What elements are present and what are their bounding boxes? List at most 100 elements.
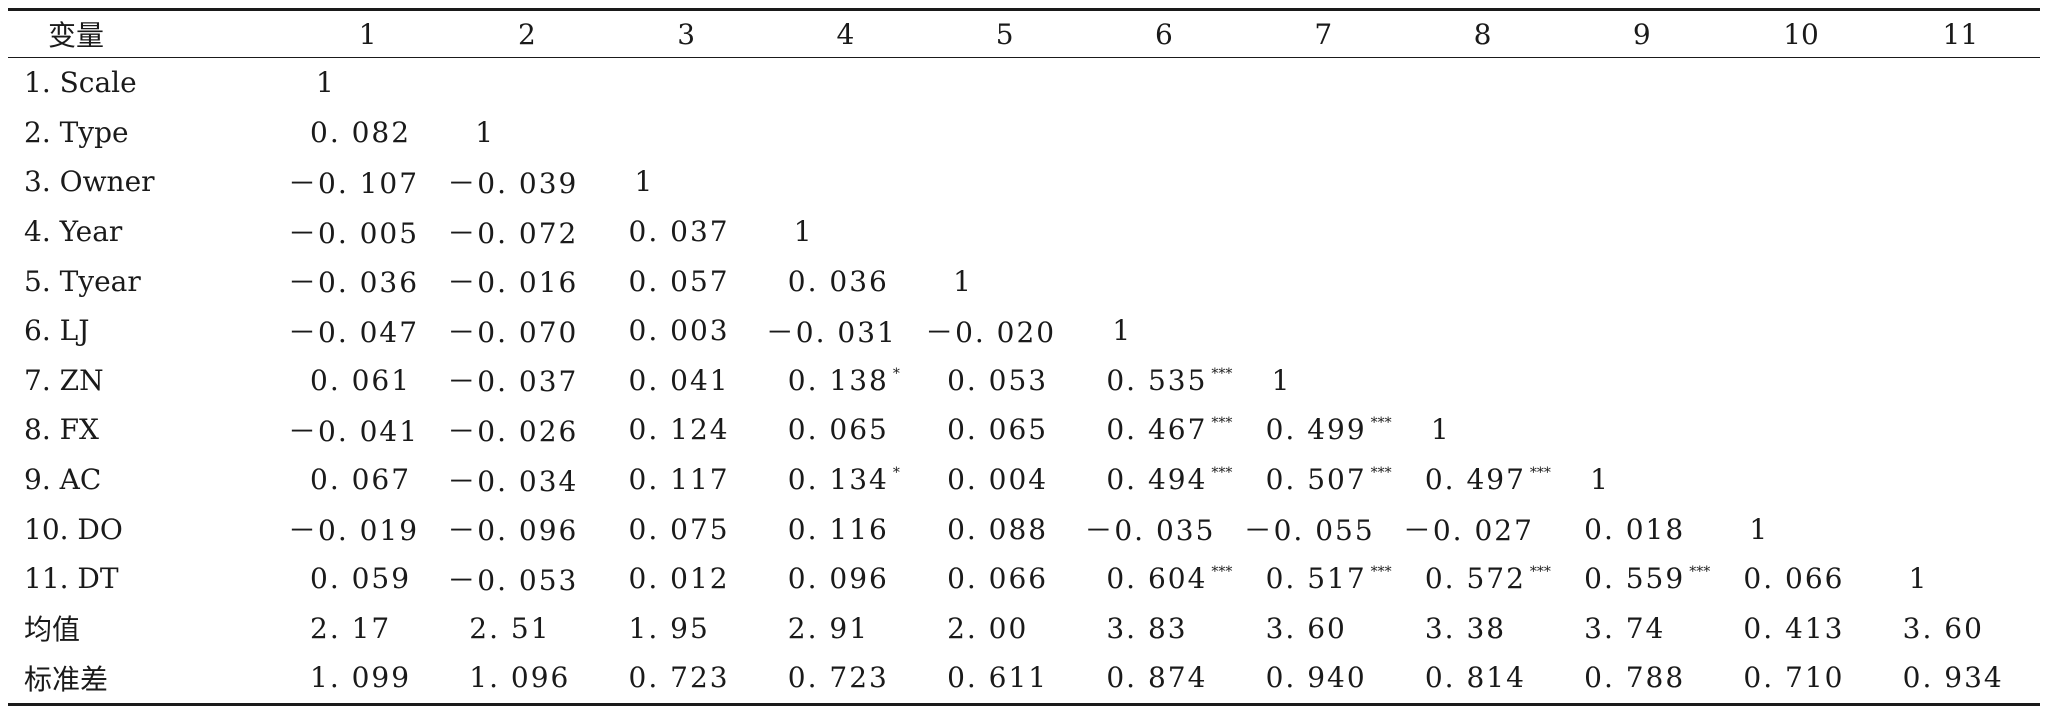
- table-header: 变量 1 2 3 4 5 6 7 8 9 10 11: [8, 10, 2040, 58]
- table-cell: [766, 108, 925, 158]
- cell-value: 0. 940: [1265, 661, 1367, 695]
- table-cell: [1084, 58, 1243, 108]
- cell-value: 1. 096: [469, 661, 571, 695]
- table-cell: －0. 070: [447, 306, 606, 356]
- cell-value: 0. 088: [947, 512, 1049, 546]
- cell-value: 0. 053: [947, 363, 1049, 397]
- row-label: 11. DT: [24, 562, 119, 596]
- table-cell: 0. 117: [607, 455, 766, 505]
- header-col-10: 10: [1783, 17, 1819, 51]
- table-cell: [1403, 256, 1562, 306]
- table-cell: 0. 497 ***: [1403, 455, 1562, 505]
- significance-marker: ***: [1529, 465, 1551, 482]
- table-cell: 1: [447, 108, 606, 158]
- table-cell: 2. 17: [288, 604, 447, 654]
- table-cell: 3. 83: [1084, 604, 1243, 654]
- table-cell: －0. 020: [925, 306, 1084, 356]
- cell-value: 1. 099: [310, 661, 412, 695]
- table-cell: 0. 517 ***: [1244, 554, 1403, 604]
- table-cell: [607, 58, 766, 108]
- table-cell: 0. 003: [607, 306, 766, 356]
- table-cell: 1. 95: [607, 604, 766, 654]
- cell-value: －0. 031: [765, 315, 897, 349]
- table-cell: 2. 00: [925, 604, 1084, 654]
- cell-value: －0. 041: [288, 414, 420, 448]
- table-cell: [1403, 356, 1562, 406]
- table-cell: [1881, 157, 2040, 207]
- cell-value: 1: [316, 66, 336, 100]
- table-cell: [447, 58, 606, 108]
- table-cell: －0. 035: [1084, 504, 1243, 554]
- significance-marker: ***: [1211, 365, 1233, 382]
- table-cell: 1: [1881, 554, 2040, 604]
- table-cell: 0. 467 ***: [1084, 405, 1243, 455]
- cell-value: －0. 020: [925, 315, 1057, 349]
- table-body: 1. Scale 1 2. Type 0. 082 1 3. Owner －0. 107 －0…: [8, 58, 2040, 705]
- cell-value: 0. 138: [787, 363, 889, 397]
- table-cell: 0. 499 ***: [1244, 405, 1403, 455]
- cell-value: 0. 934: [1902, 661, 2004, 695]
- cell-value: 0. 874: [1106, 661, 1208, 695]
- table-cell: 0. 041: [607, 356, 766, 406]
- table-cell: 0. 065: [766, 405, 925, 455]
- table-cell: [1881, 504, 2040, 554]
- table-cell: 0. 066: [1721, 554, 1880, 604]
- table-cell: 0. 067: [288, 455, 447, 505]
- table-cell: －0. 034: [447, 455, 606, 505]
- cell-value: －0. 035: [1084, 514, 1216, 548]
- table-cell: [925, 207, 1084, 257]
- row-label: 8. FX: [24, 413, 99, 447]
- row-label: 3. Owner: [24, 165, 155, 199]
- cell-value: 0. 003: [628, 314, 730, 348]
- table-cell: 1: [925, 256, 1084, 306]
- cell-value: 0. 075: [628, 512, 730, 546]
- significance-marker: ***: [1211, 465, 1233, 482]
- cell-value: 0. 004: [947, 463, 1049, 497]
- row-label: 5. Tyear: [24, 264, 141, 298]
- cell-value: 0. 066: [947, 562, 1049, 596]
- cell-value: 0. 066: [1743, 562, 1845, 596]
- cell-value: 0. 572: [1424, 562, 1526, 596]
- cell-value: 1: [1749, 512, 1770, 546]
- header-col-3: 3: [677, 17, 696, 51]
- table-row: 7. ZN 0. 061 －0. 037 0. 041 0. 138 * 0. 053 0. …: [8, 356, 2040, 406]
- cell-value: 1: [1908, 562, 1929, 596]
- table-cell: [1084, 108, 1243, 158]
- table-cell: －0. 027: [1403, 504, 1562, 554]
- cell-value: 0. 067: [310, 463, 412, 497]
- cell-value: 2. 17: [310, 611, 392, 645]
- cell-value: 1: [793, 215, 814, 249]
- cell-value: 0. 065: [947, 413, 1049, 447]
- table-cell: 0. 507 ***: [1244, 455, 1403, 505]
- table-cell: 1: [1244, 356, 1403, 406]
- table-cell: [1562, 306, 1721, 356]
- cell-value: 0. 467: [1106, 413, 1208, 447]
- table-cell: 0. 004: [925, 455, 1084, 505]
- table-cell: 0. 061: [288, 356, 447, 406]
- table-cell: －0. 055: [1244, 504, 1403, 554]
- table-row: 6. LJ －0. 047 －0. 070 0. 003 －0. 031 －0. 020 1: [8, 306, 2040, 356]
- cell-value: －0. 096: [447, 514, 579, 548]
- cell-value: 0. 814: [1424, 661, 1526, 695]
- cell-value: 0. 499: [1265, 413, 1367, 447]
- table-cell: －0. 031: [766, 306, 925, 356]
- table-cell: [1881, 108, 2040, 158]
- table-cell: 1: [1562, 455, 1721, 505]
- cell-value: －0. 005: [288, 216, 420, 250]
- table-cell: [1562, 108, 1721, 158]
- cell-value: －0. 019: [288, 514, 420, 548]
- table-cell: 1: [1403, 405, 1562, 455]
- table-cell: 0. 710: [1721, 653, 1880, 704]
- table-cell: 0. 874: [1084, 653, 1243, 704]
- table-cell: 0. 494 ***: [1084, 455, 1243, 505]
- cell-value: 0. 604: [1106, 562, 1208, 596]
- table-cell: 2. 91: [766, 604, 925, 654]
- cell-value: 0. 535: [1106, 363, 1208, 397]
- table-cell: 1. 096: [447, 653, 606, 704]
- cell-value: 0. 494: [1106, 463, 1208, 497]
- cell-value: 0. 497: [1424, 463, 1526, 497]
- cell-value: 1: [953, 264, 973, 298]
- cell-value: 1: [1112, 314, 1133, 348]
- header-col-2: 2: [517, 17, 536, 51]
- significance-marker: ***: [1370, 465, 1392, 482]
